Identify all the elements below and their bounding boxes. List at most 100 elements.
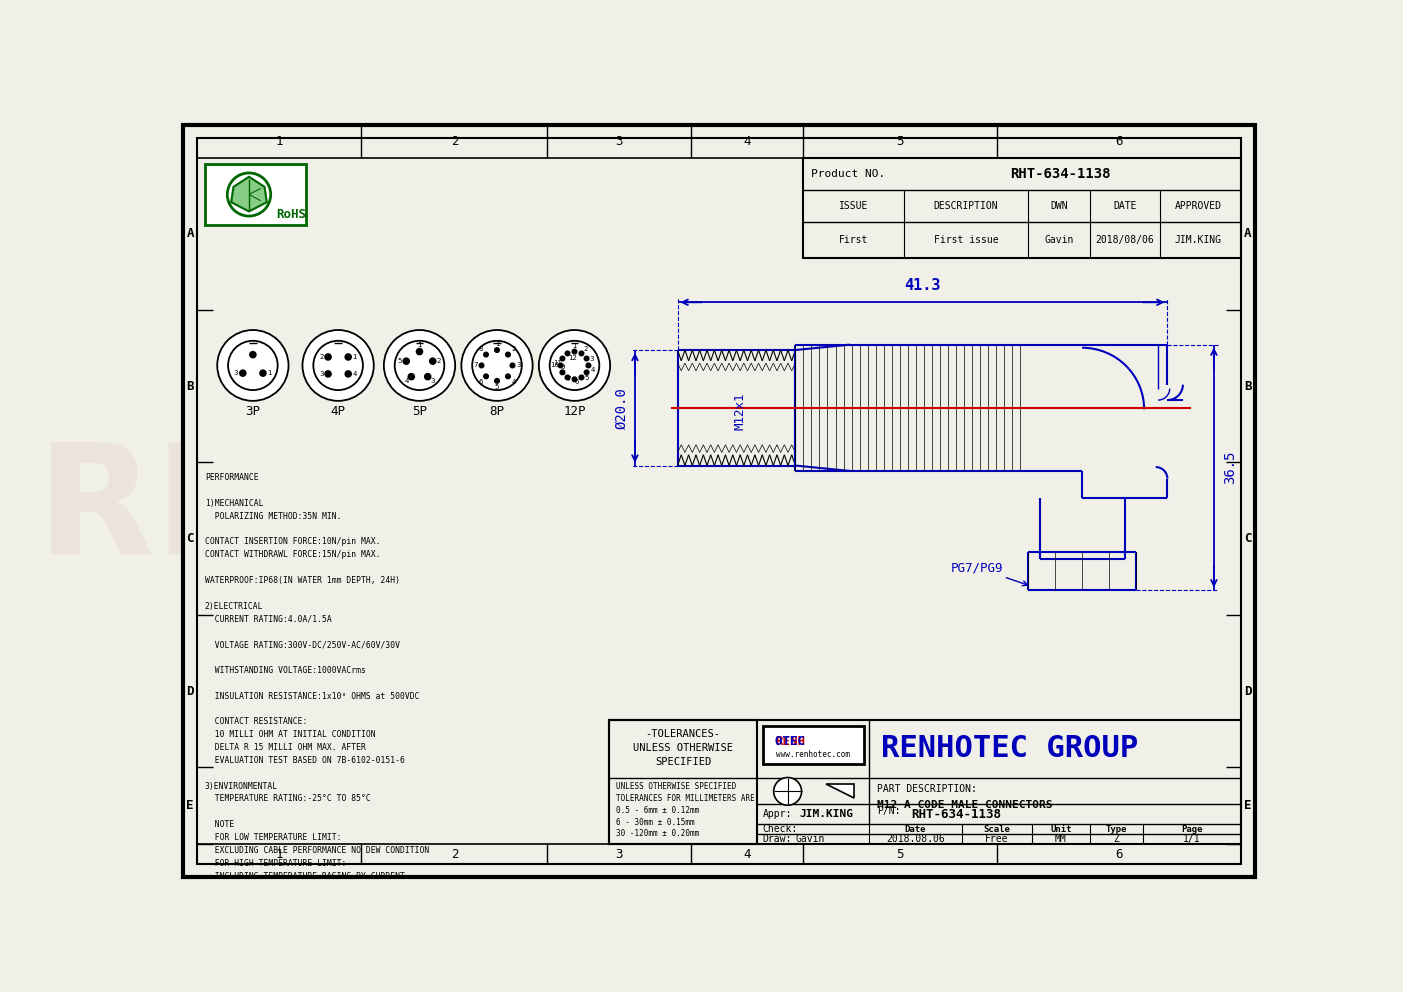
Text: 1/1: 1/1 — [1183, 834, 1201, 844]
Circle shape — [325, 371, 331, 377]
Text: 2: 2 — [450, 135, 459, 148]
Text: 4P: 4P — [331, 405, 345, 419]
Circle shape — [572, 377, 577, 382]
Text: 3: 3 — [320, 371, 324, 377]
Text: Check:: Check: — [763, 824, 798, 834]
Text: Type: Type — [1106, 825, 1127, 834]
Circle shape — [584, 370, 589, 375]
Bar — [803, 158, 1242, 258]
Text: First issue: First issue — [933, 235, 998, 245]
Text: 3P: 3P — [246, 405, 261, 419]
Text: B: B — [1244, 380, 1251, 393]
Text: APPROVED: APPROVED — [1174, 201, 1222, 211]
Text: UNLESS OTHERWISE SPECIFIED
TOLERANCES FOR MILLIMETERS ARE:
0.5 - 6mm ± 0.12mm
6 : UNLESS OTHERWISE SPECIFIED TOLERANCES FO… — [616, 782, 759, 838]
Text: ISSUE: ISSUE — [839, 201, 868, 211]
Text: 7: 7 — [473, 362, 477, 368]
Text: OTEC: OTEC — [745, 735, 805, 748]
Text: 4: 4 — [511, 379, 515, 385]
Circle shape — [586, 363, 591, 368]
Text: First: First — [839, 235, 868, 245]
Circle shape — [417, 348, 422, 355]
Circle shape — [558, 363, 563, 368]
Bar — [205, 164, 306, 225]
Text: C: C — [187, 532, 194, 546]
Text: E: E — [187, 800, 194, 812]
Text: RHT-634-1138: RHT-634-1138 — [1010, 167, 1111, 181]
Text: M12 A CODE MALE CONNECTORS: M12 A CODE MALE CONNECTORS — [877, 800, 1052, 809]
Text: 1: 1 — [275, 135, 283, 148]
Circle shape — [484, 352, 488, 357]
Text: Scale: Scale — [984, 825, 1010, 834]
Circle shape — [217, 330, 289, 401]
Text: P/N:: P/N: — [877, 806, 901, 815]
Text: 4: 4 — [744, 848, 751, 861]
Text: 3: 3 — [516, 362, 521, 368]
Circle shape — [550, 341, 599, 390]
Text: Appr:: Appr: — [763, 809, 793, 819]
Text: 2018.08.06: 2018.08.06 — [887, 834, 944, 844]
Text: 3: 3 — [431, 378, 435, 384]
Text: Page: Page — [1181, 825, 1202, 834]
Text: A: A — [1244, 227, 1251, 240]
Text: 7: 7 — [567, 376, 571, 382]
Text: 5: 5 — [495, 384, 499, 390]
Text: 1: 1 — [417, 342, 422, 348]
Bar — [763, 726, 864, 764]
Text: PART DESCRIPTION:: PART DESCRIPTION: — [877, 785, 976, 795]
Text: Free: Free — [985, 834, 1009, 844]
Text: 12: 12 — [568, 355, 577, 361]
Circle shape — [565, 375, 570, 380]
Circle shape — [462, 330, 533, 401]
Text: 4: 4 — [591, 367, 595, 373]
Circle shape — [505, 352, 511, 357]
Text: 2: 2 — [436, 358, 441, 364]
Text: www.renhotec.com: www.renhotec.com — [776, 750, 850, 759]
Text: 4: 4 — [352, 371, 356, 377]
Text: JIM.KING: JIM.KING — [1174, 235, 1222, 245]
Circle shape — [325, 354, 331, 360]
Text: 3: 3 — [589, 355, 595, 361]
Circle shape — [773, 778, 801, 806]
Text: Date: Date — [905, 825, 926, 834]
Circle shape — [579, 375, 584, 380]
Text: 6: 6 — [1115, 848, 1122, 861]
Bar — [609, 719, 1242, 844]
Text: 12P: 12P — [563, 405, 585, 419]
Text: 8: 8 — [478, 346, 483, 352]
Text: D: D — [187, 684, 194, 697]
Text: DATE: DATE — [1113, 201, 1136, 211]
Text: RENHOTEC: RENHOTEC — [36, 437, 965, 586]
Text: Product NO.: Product NO. — [811, 169, 885, 179]
Text: C: C — [1244, 532, 1251, 546]
Circle shape — [303, 330, 373, 401]
Circle shape — [584, 356, 589, 361]
Circle shape — [260, 370, 267, 376]
Circle shape — [345, 354, 351, 360]
Circle shape — [240, 370, 246, 376]
Text: 1: 1 — [268, 370, 272, 376]
Text: Unit: Unit — [1049, 825, 1072, 834]
Text: M12x1: M12x1 — [734, 393, 746, 431]
Text: RoHS: RoHS — [276, 208, 306, 221]
Text: 6: 6 — [478, 379, 483, 385]
Circle shape — [229, 341, 278, 390]
Text: 1: 1 — [275, 848, 283, 861]
Text: 2: 2 — [320, 354, 324, 360]
Text: 3: 3 — [616, 135, 623, 148]
Polygon shape — [826, 785, 853, 799]
Circle shape — [495, 348, 499, 352]
Text: 4: 4 — [744, 135, 751, 148]
Circle shape — [394, 341, 445, 390]
Circle shape — [384, 330, 455, 401]
Text: DESCRIPTION: DESCRIPTION — [933, 201, 998, 211]
Text: 6: 6 — [1115, 135, 1122, 148]
Text: RENHOTEC GROUP: RENHOTEC GROUP — [881, 734, 1138, 763]
Circle shape — [565, 351, 570, 356]
Text: 5: 5 — [585, 375, 589, 381]
Circle shape — [480, 363, 484, 368]
Circle shape — [511, 363, 515, 368]
Circle shape — [227, 173, 271, 216]
Text: 2: 2 — [584, 346, 588, 352]
Circle shape — [250, 351, 255, 358]
Text: -TOLERANCES-
UNLESS OTHERWISE
SPECIFIED: -TOLERANCES- UNLESS OTHERWISE SPECIFIED — [633, 729, 732, 768]
